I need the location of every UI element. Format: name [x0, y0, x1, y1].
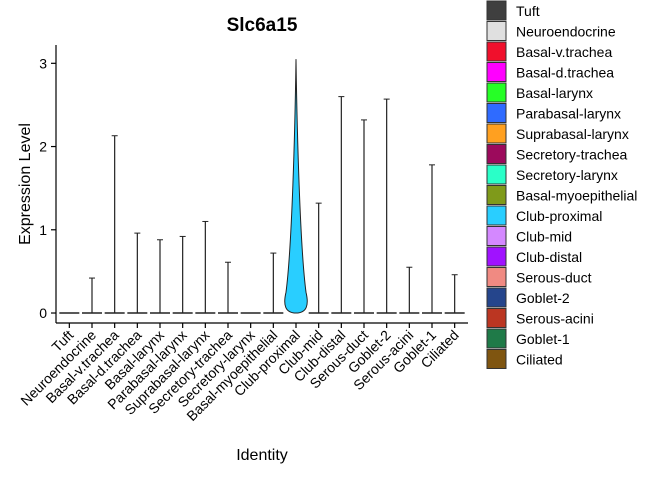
violin-parabasal-larynx	[172, 235, 193, 314]
violin-club-mid	[308, 202, 329, 314]
violin-neuroendocrine	[82, 277, 102, 314]
legend-label: Basal-myoepithelial	[516, 188, 637, 204]
legend-swatch	[486, 287, 507, 308]
y-tick-label: 2	[39, 139, 47, 155]
legend-swatch	[486, 226, 507, 246]
violin-basal-v-trachea	[104, 135, 125, 314]
legend-swatch	[486, 21, 507, 41]
violin-basal-myoepithelial	[263, 252, 284, 314]
legend-label: Goblet-2	[516, 290, 570, 306]
violin-suprabasal-larynx	[195, 220, 216, 314]
violin-basal-larynx	[150, 239, 170, 314]
legend-label: Parabasal-larynx	[516, 106, 621, 122]
y-tick-label: 3	[39, 55, 47, 71]
legend-label: Secretory-larynx	[516, 167, 618, 183]
legend-label: Ciliated	[516, 352, 563, 368]
legend-swatch	[486, 308, 507, 328]
violin-goblet-1	[422, 164, 442, 314]
legend-label: Secretory-trachea	[516, 147, 627, 163]
legend-swatch	[486, 349, 507, 369]
legend-swatch	[486, 246, 507, 267]
legend-swatch	[486, 41, 507, 62]
legend-label: Basal-d.trachea	[516, 65, 614, 81]
violin-shape	[284, 59, 308, 314]
legend-swatch	[486, 205, 507, 226]
violin-secretory-trachea	[218, 261, 238, 314]
y-tick-label: 1	[39, 222, 47, 238]
legend-swatch	[486, 123, 507, 144]
legend-label: Goblet-1	[516, 331, 570, 347]
legend-swatch	[486, 267, 507, 287]
legend-label: Basal-larynx	[516, 85, 593, 101]
legend-swatch	[486, 0, 507, 21]
chart-title: Slc6a15	[227, 15, 298, 36]
violin-club-distal	[331, 96, 352, 314]
legend-swatch	[486, 164, 507, 185]
violin-ciliated	[444, 274, 465, 314]
legend-label: Basal-v.trachea	[516, 44, 612, 60]
legend-label: Club-proximal	[516, 208, 602, 224]
legend-swatch	[486, 62, 507, 82]
legend-swatch	[486, 82, 507, 103]
legend-label: Serous-duct	[516, 270, 592, 286]
x-axis-ticks: TuftNeuroendocrineBasal-v.tracheaBasal-d…	[17, 323, 462, 424]
plot-area	[59, 59, 465, 314]
y-axis-ticks: 0 1 2 3	[39, 55, 56, 321]
y-tick-label: 0	[39, 305, 47, 321]
legend-label: Club-mid	[516, 229, 572, 245]
legend-swatch	[486, 144, 507, 164]
legend: Tuft Neuroendocrine Basal-v.trachea Basal-d…	[486, 0, 637, 369]
y-axis-title: Expression Level	[17, 123, 34, 245]
legend-label: Suprabasal-larynx	[516, 126, 629, 142]
legend-label: Tuft	[516, 3, 540, 19]
legend-label: Serous-acini	[516, 311, 594, 327]
violin-club-proximal	[284, 59, 308, 314]
violin-basal-d-trachea	[127, 232, 148, 314]
legend-swatch	[486, 328, 507, 349]
legend-swatch	[486, 103, 507, 123]
x-axis-title: Identity	[236, 447, 288, 464]
violin-goblet-2	[376, 98, 397, 314]
legend-label: Neuroendocrine	[516, 24, 616, 40]
violin-serous-acini	[399, 266, 420, 314]
legend-swatch	[486, 185, 507, 205]
violin-serous-duct	[354, 119, 374, 314]
legend-label: Club-distal	[516, 249, 582, 265]
